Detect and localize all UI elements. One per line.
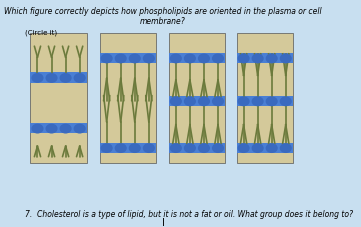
Circle shape xyxy=(32,125,43,133)
Bar xyxy=(30,34,87,163)
Circle shape xyxy=(101,55,112,63)
Circle shape xyxy=(143,55,154,63)
Circle shape xyxy=(252,144,263,153)
Circle shape xyxy=(238,55,249,63)
Circle shape xyxy=(184,98,195,106)
Circle shape xyxy=(266,144,277,153)
Circle shape xyxy=(213,98,223,106)
Circle shape xyxy=(266,55,277,63)
Circle shape xyxy=(46,125,57,133)
Circle shape xyxy=(101,144,112,153)
Text: I: I xyxy=(162,217,165,227)
Circle shape xyxy=(199,55,209,63)
Bar xyxy=(100,54,156,64)
Bar xyxy=(169,34,225,163)
Circle shape xyxy=(170,144,181,153)
Bar xyxy=(169,143,225,153)
Circle shape xyxy=(213,55,223,63)
Circle shape xyxy=(130,144,140,153)
Circle shape xyxy=(213,144,223,153)
Bar xyxy=(236,54,293,64)
Circle shape xyxy=(266,98,277,106)
Circle shape xyxy=(170,98,181,106)
Bar xyxy=(236,143,293,153)
Circle shape xyxy=(199,98,209,106)
Circle shape xyxy=(184,144,195,153)
Bar xyxy=(30,73,87,83)
Bar xyxy=(30,123,87,134)
Circle shape xyxy=(280,144,291,153)
Circle shape xyxy=(252,98,263,106)
Text: 7.  Cholesterol is a type of lipid, but it is not a fat or oil. What group does : 7. Cholesterol is a type of lipid, but i… xyxy=(25,209,353,218)
Bar xyxy=(100,143,156,153)
Bar xyxy=(100,34,156,163)
Circle shape xyxy=(238,144,249,153)
Circle shape xyxy=(238,98,249,106)
Bar xyxy=(169,54,225,64)
Circle shape xyxy=(116,144,126,153)
Bar xyxy=(236,34,293,163)
Circle shape xyxy=(252,55,263,63)
Circle shape xyxy=(280,55,291,63)
Circle shape xyxy=(199,144,209,153)
Circle shape xyxy=(116,55,126,63)
Circle shape xyxy=(280,98,291,106)
Circle shape xyxy=(60,74,71,83)
Text: (Circle it): (Circle it) xyxy=(25,30,57,36)
Circle shape xyxy=(60,125,71,133)
Circle shape xyxy=(74,74,85,83)
Circle shape xyxy=(184,55,195,63)
Circle shape xyxy=(130,55,140,63)
Bar xyxy=(169,96,225,106)
Circle shape xyxy=(74,125,85,133)
Bar xyxy=(236,96,293,106)
Circle shape xyxy=(32,74,43,83)
Circle shape xyxy=(46,74,57,83)
Text: Which figure correctly depicts how phospholipids are oriented in the plasma or c: Which figure correctly depicts how phosp… xyxy=(4,7,322,26)
Circle shape xyxy=(143,144,154,153)
Circle shape xyxy=(170,55,181,63)
